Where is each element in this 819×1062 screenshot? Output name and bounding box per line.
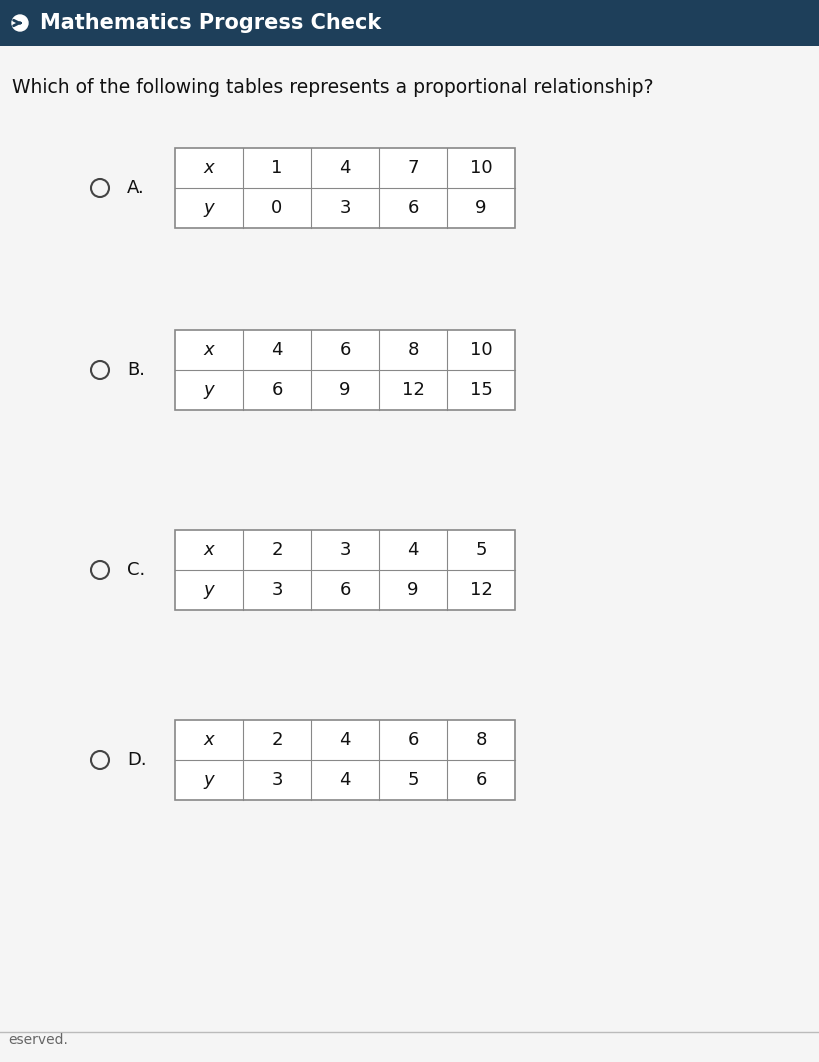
- Text: x: x: [204, 731, 215, 749]
- Text: 4: 4: [339, 159, 351, 177]
- Text: 5: 5: [407, 771, 419, 789]
- Text: 6: 6: [339, 581, 351, 599]
- Text: 2: 2: [271, 541, 283, 559]
- Bar: [0, 0, 819, 46]
- Text: x: x: [204, 341, 215, 359]
- Text: 5: 5: [475, 541, 486, 559]
- Text: x: x: [204, 159, 215, 177]
- Text: 9: 9: [407, 581, 419, 599]
- Text: B.: B.: [127, 361, 145, 379]
- Text: 6: 6: [475, 771, 486, 789]
- Text: 6: 6: [407, 731, 419, 749]
- Text: y: y: [204, 771, 215, 789]
- Text: 2: 2: [271, 731, 283, 749]
- Text: 6: 6: [407, 199, 419, 217]
- Bar: [175, 530, 515, 610]
- Text: y: y: [204, 381, 215, 399]
- Text: eserved.: eserved.: [8, 1033, 68, 1047]
- Text: 8: 8: [475, 731, 486, 749]
- Text: 9: 9: [339, 381, 351, 399]
- Text: 3: 3: [271, 771, 283, 789]
- Text: Mathematics Progress Check: Mathematics Progress Check: [40, 13, 382, 33]
- Circle shape: [91, 361, 109, 379]
- Text: y: y: [204, 581, 215, 599]
- Text: 4: 4: [407, 541, 419, 559]
- Text: 3: 3: [339, 199, 351, 217]
- Text: C.: C.: [127, 561, 145, 579]
- Bar: [175, 720, 515, 800]
- Text: 10: 10: [469, 341, 492, 359]
- Bar: [175, 148, 515, 228]
- Text: 12: 12: [401, 381, 424, 399]
- Circle shape: [12, 15, 28, 31]
- Text: 4: 4: [271, 341, 283, 359]
- Text: 15: 15: [469, 381, 492, 399]
- Text: x: x: [204, 541, 215, 559]
- Circle shape: [91, 561, 109, 579]
- Text: Which of the following tables represents a proportional relationship?: Which of the following tables represents…: [12, 78, 654, 97]
- Circle shape: [91, 179, 109, 196]
- Text: 4: 4: [339, 731, 351, 749]
- Text: 0: 0: [271, 199, 283, 217]
- Text: 3: 3: [339, 541, 351, 559]
- Text: y: y: [204, 199, 215, 217]
- Text: 12: 12: [469, 581, 492, 599]
- Text: 6: 6: [339, 341, 351, 359]
- Text: 8: 8: [407, 341, 419, 359]
- Text: 4: 4: [339, 771, 351, 789]
- Text: 1: 1: [271, 159, 283, 177]
- Bar: [175, 330, 515, 410]
- Text: A.: A.: [127, 179, 145, 196]
- Text: 7: 7: [407, 159, 419, 177]
- Circle shape: [91, 751, 109, 769]
- Text: D.: D.: [127, 751, 147, 769]
- Text: 10: 10: [469, 159, 492, 177]
- Text: 9: 9: [475, 199, 486, 217]
- Text: 6: 6: [271, 381, 283, 399]
- Text: 3: 3: [271, 581, 283, 599]
